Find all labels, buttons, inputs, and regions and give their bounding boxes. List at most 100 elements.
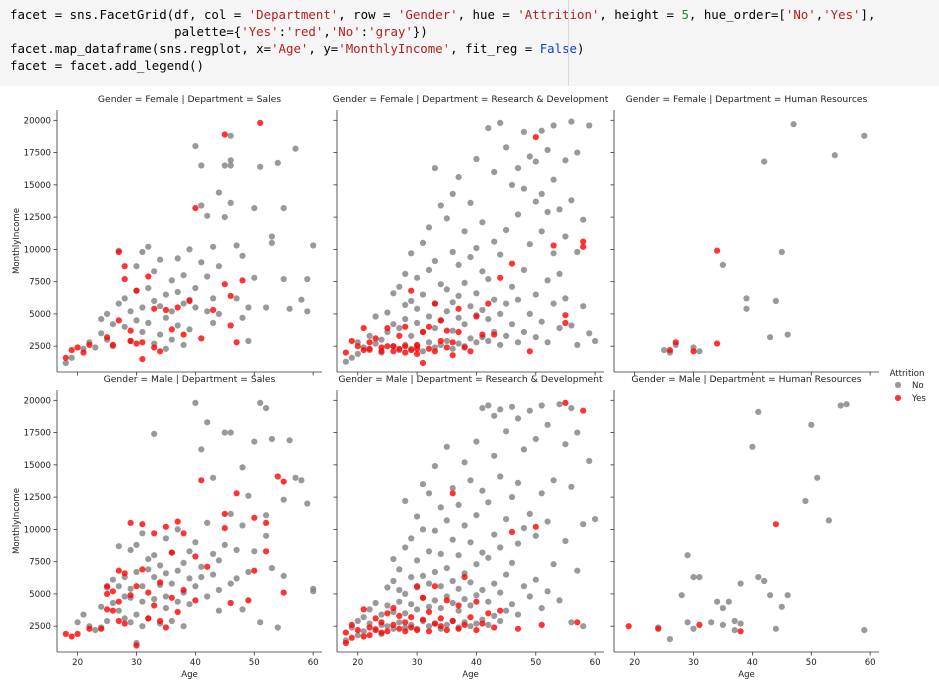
point-yes: [121, 620, 128, 627]
point-no: [310, 585, 317, 592]
point-no: [520, 446, 528, 453]
point-no: [280, 276, 287, 283]
point-yes: [68, 633, 75, 640]
point-no: [174, 598, 181, 605]
x-tick-label: 50: [530, 658, 541, 668]
point-no: [139, 328, 146, 336]
point-no: [443, 308, 450, 315]
point-no: [408, 250, 415, 257]
point-no: [268, 239, 275, 246]
point-yes: [74, 630, 81, 638]
point-no: [514, 296, 522, 303]
point-yes: [396, 345, 403, 352]
code-block[interactable]: facet = sns.FacetGrid(df, col = 'Departm…: [10, 6, 875, 74]
point-no: [479, 306, 486, 314]
point-no: [342, 358, 349, 365]
point-yes: [431, 300, 438, 307]
point-yes: [280, 589, 287, 596]
legend-entry-yes: Yes: [911, 394, 926, 404]
point-no: [562, 233, 569, 240]
panel-title: Gender = Female | Department = Sales: [98, 94, 281, 105]
point-no: [127, 619, 134, 626]
point-yes: [257, 119, 264, 126]
point-no: [485, 125, 492, 132]
point-no: [104, 617, 111, 625]
point-no: [268, 435, 275, 443]
point-no: [233, 546, 240, 554]
point-yes: [192, 553, 199, 560]
point-no: [544, 339, 551, 346]
point-yes: [360, 325, 367, 332]
point-no: [419, 348, 427, 355]
point-no: [568, 118, 575, 125]
point-no: [514, 165, 522, 172]
point-yes: [672, 339, 679, 346]
point-yes: [378, 619, 385, 626]
point-no: [425, 580, 433, 587]
x-tick-label: 50: [249, 658, 260, 668]
point-no: [221, 214, 228, 221]
point-no: [402, 270, 409, 277]
point-no: [384, 584, 391, 591]
point-no: [491, 452, 498, 459]
panel-title: Gender = Male | Department = Research & …: [338, 374, 603, 385]
point-yes: [274, 473, 281, 480]
point-yes: [227, 599, 234, 607]
point-no: [162, 535, 169, 542]
point-no: [198, 202, 205, 209]
point-yes: [473, 313, 480, 320]
point-yes: [80, 349, 87, 356]
point-no: [467, 579, 474, 586]
legend: Attrition No Yes: [890, 369, 927, 404]
point-no: [455, 552, 462, 559]
point-no: [274, 159, 281, 166]
point-no: [274, 624, 281, 631]
point-no: [437, 550, 444, 557]
point-yes: [580, 238, 587, 245]
point-no: [437, 281, 444, 288]
point-no: [402, 544, 409, 551]
point-no: [808, 421, 815, 428]
point-no: [151, 297, 158, 305]
point-no: [280, 496, 287, 503]
point-yes: [145, 615, 152, 622]
point-no: [503, 144, 510, 151]
point-yes: [419, 328, 427, 336]
point-no: [562, 295, 569, 302]
point-yes: [402, 343, 409, 350]
point-no: [109, 321, 116, 328]
point-no: [485, 621, 492, 629]
point-yes: [479, 620, 486, 627]
point-no: [133, 611, 140, 618]
legend-marker-yes: [894, 394, 902, 402]
x-tick-label: 40: [747, 658, 758, 668]
point-no: [503, 300, 510, 307]
point-no: [562, 537, 569, 545]
code-line-2: palette={'Yes':'red','No':'gray'}): [10, 24, 428, 39]
point-no: [514, 611, 522, 618]
point-no: [580, 521, 587, 528]
point-yes: [402, 323, 409, 330]
point-no: [402, 301, 409, 308]
point-no: [473, 592, 480, 599]
point-no: [574, 248, 581, 256]
point-yes: [461, 621, 468, 629]
point-yes: [390, 621, 397, 629]
point-no: [861, 627, 868, 634]
point-no: [239, 606, 246, 613]
point-no: [449, 599, 456, 607]
code-line-1: facet = sns.FacetGrid(df, col = 'Departm…: [10, 7, 876, 22]
point-yes: [180, 530, 187, 537]
point-no: [221, 162, 228, 169]
point-yes: [127, 327, 134, 334]
point-no: [425, 313, 433, 320]
point-no: [292, 474, 299, 481]
point-no: [366, 606, 373, 613]
code-cell[interactable]: facet = sns.FacetGrid(df, col = 'Departm…: [0, 0, 939, 86]
point-no: [485, 316, 492, 323]
point-no: [192, 304, 199, 311]
point-yes: [491, 624, 498, 631]
point-no: [550, 176, 557, 183]
point-yes: [366, 624, 373, 631]
point-no: [115, 583, 122, 590]
